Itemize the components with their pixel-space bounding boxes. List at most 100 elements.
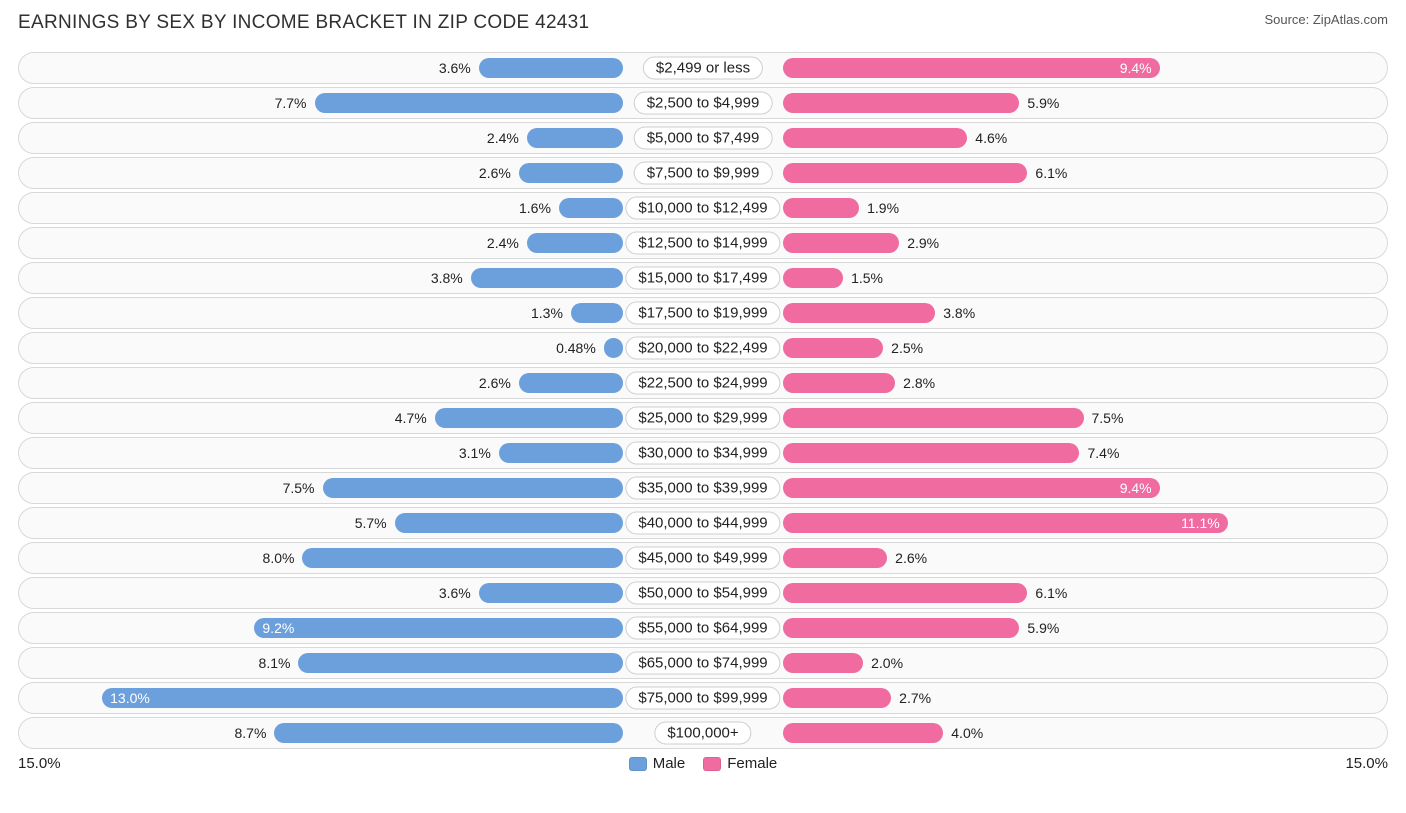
female-bar xyxy=(783,303,935,323)
male-value: 3.8% xyxy=(431,270,463,286)
male-half: 13.0% xyxy=(22,686,703,710)
female-bar xyxy=(783,513,1228,533)
male-bar xyxy=(527,128,623,148)
female-value: 1.9% xyxy=(867,200,899,216)
male-half: 2.6% xyxy=(22,161,703,185)
male-bar xyxy=(395,513,623,533)
male-value: 1.6% xyxy=(519,200,551,216)
male-value: 7.7% xyxy=(275,95,307,111)
male-bar xyxy=(479,58,623,78)
male-value: 13.0% xyxy=(110,690,150,706)
female-value: 7.5% xyxy=(1092,410,1124,426)
bracket-row: 2.6%6.1%$7,500 to $9,999 xyxy=(18,157,1388,189)
bracket-row: 2.6%2.8%$22,500 to $24,999 xyxy=(18,367,1388,399)
male-value: 4.7% xyxy=(395,410,427,426)
male-half: 7.7% xyxy=(22,91,703,115)
male-bar xyxy=(519,163,623,183)
male-bar xyxy=(323,478,624,498)
male-bar xyxy=(435,408,623,428)
male-bar xyxy=(471,268,623,288)
male-value: 2.6% xyxy=(479,165,511,181)
bracket-label: $100,000+ xyxy=(654,722,751,745)
male-value: 5.7% xyxy=(355,515,387,531)
male-half: 3.6% xyxy=(22,581,703,605)
legend-item-female: Female xyxy=(703,755,777,772)
female-half: 11.1% xyxy=(703,511,1384,535)
bracket-label: $20,000 to $22,499 xyxy=(625,337,780,360)
legend-swatch-male xyxy=(629,757,647,771)
bracket-label: $17,500 to $19,999 xyxy=(625,302,780,325)
male-half: 8.0% xyxy=(22,546,703,570)
female-value: 5.9% xyxy=(1027,95,1059,111)
male-bar xyxy=(274,723,623,743)
female-half: 2.9% xyxy=(703,231,1384,255)
male-half: 3.6% xyxy=(22,56,703,80)
chart-container: EARNINGS BY SEX BY INCOME BRACKET IN ZIP… xyxy=(0,0,1406,813)
female-half: 2.0% xyxy=(703,651,1384,675)
female-bar xyxy=(783,268,843,288)
bracket-label: $5,000 to $7,499 xyxy=(634,127,773,150)
female-bar xyxy=(783,58,1160,78)
female-value: 9.4% xyxy=(1120,60,1152,76)
male-bar xyxy=(499,443,623,463)
legend-label-female: Female xyxy=(727,755,777,772)
male-half: 2.6% xyxy=(22,371,703,395)
legend-item-male: Male xyxy=(629,755,686,772)
bracket-row: 3.6% 6.1% $50,000 to $54,999 xyxy=(18,577,1388,609)
male-value: 3.1% xyxy=(459,445,491,461)
chart-source: Source: ZipAtlas.com xyxy=(1264,12,1388,27)
male-half: 3.8% xyxy=(22,266,703,290)
female-half: 6.1% xyxy=(703,581,1384,605)
bracket-row: 0.48% 2.5% $20,000 to $22,499 xyxy=(18,332,1388,364)
female-bar xyxy=(783,93,1019,113)
male-bar xyxy=(571,303,623,323)
female-bar xyxy=(783,128,967,148)
bracket-label: $75,000 to $99,999 xyxy=(625,687,780,710)
bracket-row: 8.0%2.6%$45,000 to $49,999 xyxy=(18,542,1388,574)
female-value: 1.5% xyxy=(851,270,883,286)
bracket-label: $25,000 to $29,999 xyxy=(625,407,780,430)
female-bar xyxy=(783,653,863,673)
male-value: 1.3% xyxy=(531,305,563,321)
female-bar xyxy=(783,548,887,568)
bracket-label: $50,000 to $54,999 xyxy=(625,582,780,605)
female-value: 6.1% xyxy=(1035,585,1067,601)
bracket-row: 9.2%5.9%$55,000 to $64,999 xyxy=(18,612,1388,644)
male-half: 1.6% xyxy=(22,196,703,220)
female-value: 4.6% xyxy=(975,130,1007,146)
female-half: 7.4% xyxy=(703,441,1384,465)
bracket-label: $15,000 to $17,499 xyxy=(625,267,780,290)
male-bar xyxy=(302,548,623,568)
male-half: 2.4% xyxy=(22,231,703,255)
male-value: 9.2% xyxy=(262,620,294,636)
female-value: 7.4% xyxy=(1087,445,1119,461)
male-bar xyxy=(102,688,623,708)
male-bar xyxy=(519,373,623,393)
bracket-row: 7.5%9.4%$35,000 to $39,999 xyxy=(18,472,1388,504)
bracket-row: 3.1% 7.4% $30,000 to $34,999 xyxy=(18,437,1388,469)
female-half: 5.9% xyxy=(703,91,1384,115)
bracket-label: $30,000 to $34,999 xyxy=(625,442,780,465)
male-half: 0.48% xyxy=(22,336,703,360)
bracket-row: 3.8% 1.5% $15,000 to $17,499 xyxy=(18,262,1388,294)
female-bar xyxy=(783,723,943,743)
female-half: 2.7% xyxy=(703,686,1384,710)
female-value: 2.5% xyxy=(891,340,923,356)
female-half: 5.9% xyxy=(703,616,1384,640)
bracket-row: 8.1% 2.0%$65,000 to $74,999 xyxy=(18,647,1388,679)
bracket-label: $65,000 to $74,999 xyxy=(625,652,780,675)
male-value: 3.6% xyxy=(439,60,471,76)
male-value: 8.7% xyxy=(235,725,267,741)
female-half: 7.5% xyxy=(703,406,1384,430)
female-value: 2.7% xyxy=(899,690,931,706)
male-bar xyxy=(298,653,623,673)
female-bar xyxy=(783,478,1160,498)
male-half: 1.3% xyxy=(22,301,703,325)
male-value: 8.1% xyxy=(259,655,291,671)
female-bar xyxy=(783,583,1027,603)
female-bar xyxy=(783,163,1027,183)
male-bar xyxy=(254,618,623,638)
female-half: 4.0% xyxy=(703,721,1384,745)
male-bar xyxy=(315,93,624,113)
bracket-label: $10,000 to $12,499 xyxy=(625,197,780,220)
